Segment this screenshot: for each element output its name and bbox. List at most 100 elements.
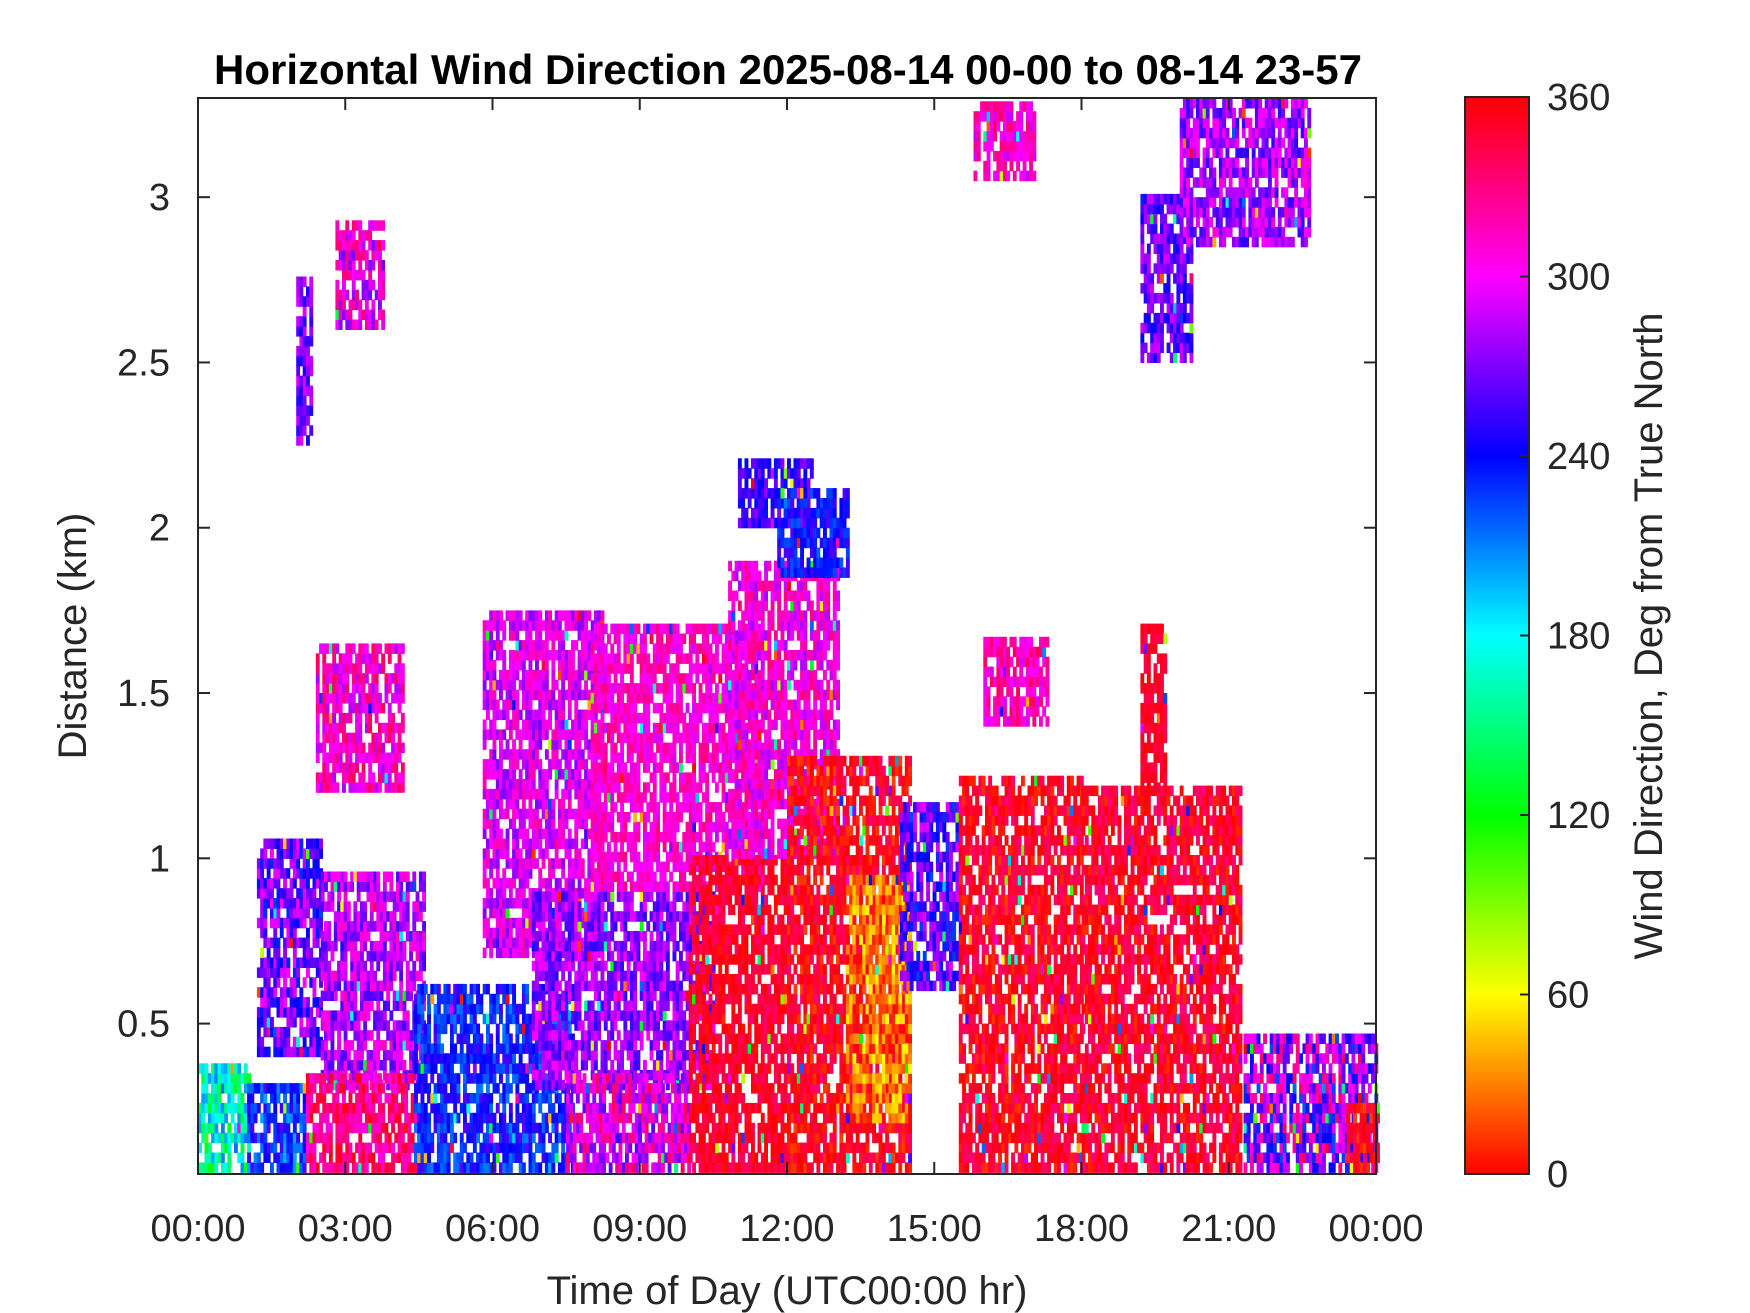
heatmap-cell: [600, 633, 605, 644]
heatmap-cell: [525, 719, 530, 730]
heatmap-cell: [335, 722, 340, 734]
heatmap-cell: [330, 1020, 335, 1031]
heatmap-cell: [589, 1112, 593, 1124]
heatmap-cell: [571, 1040, 575, 1051]
heatmap-cell: [400, 1142, 405, 1154]
heatmap-cell: [518, 769, 523, 780]
heatmap-cell: [312, 1036, 317, 1048]
heatmap-cell: [279, 838, 284, 849]
heatmap-cell: [502, 709, 507, 721]
heatmap-cell: [440, 1132, 444, 1144]
heatmap-cell: [322, 1152, 327, 1163]
heatmap-cell: [433, 983, 438, 995]
heatmap-cell: [333, 931, 338, 942]
heatmap-cell: [325, 673, 330, 684]
heatmap-cell: [322, 742, 327, 754]
heatmap-cell: [597, 1030, 602, 1041]
heatmap-cell: [535, 1043, 539, 1054]
heatmap-cell: [351, 230, 356, 241]
heatmap-cell: [217, 1132, 222, 1144]
heatmap-cell: [292, 1046, 297, 1058]
heatmap-cell: [423, 1053, 428, 1064]
heatmap-cell: [292, 997, 297, 1008]
heatmap-cell: [587, 808, 592, 820]
heatmap-cell: [482, 1142, 487, 1154]
heatmap-cell: [270, 888, 274, 899]
heatmap-cell: [544, 689, 549, 701]
heatmap-cell: [348, 250, 353, 261]
heatmap-cell: [521, 858, 526, 869]
heatmap-cell: [482, 1112, 487, 1124]
heatmap-cell: [204, 1083, 209, 1094]
heatmap-cell: [557, 937, 562, 949]
heatmap-cell: [250, 1093, 255, 1104]
heatmap-cell: [651, 1093, 656, 1104]
heatmap-cell: [623, 1010, 628, 1021]
heatmap-cell: [528, 1063, 533, 1074]
heatmap-cell: [409, 940, 413, 952]
heatmap-cell: [531, 848, 536, 859]
heatmap-cell: [309, 405, 314, 416]
heatmap-cell: [505, 917, 510, 929]
heatmap-cell: [453, 993, 458, 1005]
heatmap-cell: [309, 1046, 314, 1058]
heatmap-cell: [567, 769, 572, 780]
heatmap-cell: [564, 838, 569, 849]
heatmap-cell: [571, 749, 575, 760]
heatmap-cell: [387, 1132, 392, 1144]
heatmap-cell: [469, 1093, 474, 1104]
heatmap-cell: [378, 732, 382, 744]
heatmap-cell: [328, 1132, 333, 1144]
heatmap-cell: [584, 1060, 588, 1071]
heatmap-cell: [402, 990, 407, 1001]
heatmap-cell: [381, 1152, 386, 1163]
heatmap-cell: [561, 931, 566, 942]
heatmap-cell: [361, 1102, 366, 1114]
heatmap-cell: [577, 729, 582, 740]
heatmap-cell: [456, 1003, 461, 1015]
heatmap-cell: [561, 891, 566, 902]
heatmap-cell: [561, 1030, 566, 1041]
heatmap-cell: [476, 1043, 480, 1054]
heatmap-cell: [499, 1162, 503, 1173]
heatmap-cell: [508, 1132, 513, 1144]
heatmap-cell: [374, 782, 379, 793]
heatmap-cell: [382, 1000, 387, 1011]
heatmap-cell: [469, 1073, 474, 1084]
heatmap-cell: [662, 950, 667, 962]
heatmap-cell: [286, 1046, 291, 1058]
heatmap-cell: [400, 1083, 405, 1094]
heatmap-cell: [348, 643, 353, 654]
heatmap-cell: [535, 901, 539, 912]
heatmap-cell: [299, 405, 304, 416]
heatmap-cell: [495, 888, 500, 899]
heatmap-cell: [675, 911, 680, 922]
heatmap-cell: [561, 1142, 566, 1154]
heatmap-cell: [361, 1073, 366, 1084]
heatmap-cell: [378, 663, 382, 674]
heatmap-cell: [486, 650, 490, 661]
heatmap-cell: [661, 1122, 665, 1134]
heatmap-cell: [551, 1050, 556, 1061]
heatmap-cell: [361, 279, 366, 291]
heatmap-cell: [201, 1102, 206, 1114]
heatmap-cell: [597, 693, 602, 704]
heatmap-cell: [378, 279, 382, 291]
heatmap-cell: [346, 901, 351, 912]
heatmap-cell: [292, 977, 297, 988]
heatmap-cell: [525, 927, 530, 939]
heatmap-cell: [263, 1122, 268, 1134]
heatmap-cell: [266, 898, 271, 909]
heatmap-cell: [276, 878, 281, 889]
heatmap-cell: [343, 871, 348, 882]
heatmap-cell: [220, 1112, 225, 1124]
heatmap-cell: [566, 1162, 570, 1173]
heatmap-cell: [600, 732, 605, 744]
heatmap-cell: [361, 772, 366, 783]
heatmap-cell: [207, 1122, 212, 1134]
heatmap-cell: [358, 250, 363, 261]
heatmap-cell: [328, 1073, 333, 1084]
heatmap-cell: [337, 1050, 341, 1061]
heatmap-cell: [571, 679, 575, 691]
heatmap-cell: [405, 980, 410, 992]
